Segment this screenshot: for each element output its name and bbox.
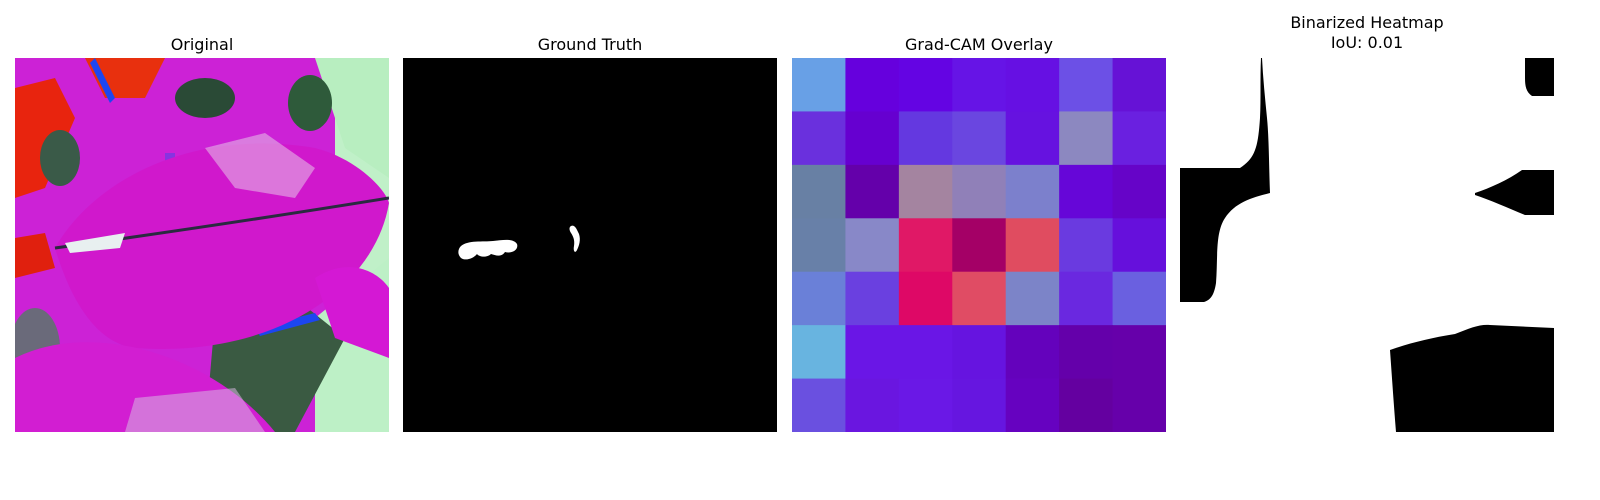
gradcam-cell: [1112, 271, 1166, 326]
gradcam-cell: [1059, 271, 1114, 326]
gradcam-cell: [898, 58, 953, 112]
gradcam-cell: [1112, 164, 1166, 219]
gradcam-cell: [1059, 218, 1114, 273]
gradcam-cell: [952, 111, 1007, 166]
gradcam-cell: [792, 271, 846, 326]
panel-title-original: Original: [170, 35, 234, 54]
gradcam-cell: [898, 325, 953, 380]
iou-score-label: IoU: 0.01: [1330, 33, 1404, 52]
gradcam-cell: [1112, 58, 1166, 112]
gradcam-cell: [898, 218, 953, 273]
panel-title-gradcam-overlay: Grad-CAM Overlay: [905, 35, 1053, 54]
gradcam-cell: [1059, 325, 1114, 380]
gradcam-cell: [952, 164, 1007, 219]
gradcam-cell: [792, 218, 846, 273]
gradcam-cell: [1005, 164, 1060, 219]
ground-truth-mask: [403, 58, 777, 432]
gradcam-cell: [1059, 111, 1114, 166]
gradcam-cell: [1059, 164, 1114, 219]
panel-title-ground-truth: Ground Truth: [537, 35, 643, 54]
gradcam-cell: [1112, 378, 1166, 432]
gradcam-cell: [1112, 218, 1166, 273]
gradcam-cell: [1112, 111, 1166, 166]
gradcam-cell: [845, 218, 900, 273]
gradcam-cell: [1005, 58, 1060, 112]
binarized-heatmap: [1180, 58, 1554, 432]
gradcam-cell: [898, 378, 953, 432]
gradcam-cell: [1005, 111, 1060, 166]
gradcam-cell: [792, 111, 846, 166]
gradcam-cell: [845, 58, 900, 112]
gradcam-cell: [845, 111, 900, 166]
gradcam-cell: [898, 111, 953, 166]
gradcam-cell: [898, 164, 953, 219]
panel-title-binarized-heatmap: Binarized Heatmap IoU: 0.01: [1180, 13, 1554, 53]
gradcam-cell: [1005, 218, 1060, 273]
gradcam-cell: [792, 58, 846, 112]
gradcam-cell: [845, 164, 900, 219]
gradcam-cell: [1005, 378, 1060, 432]
gradcam-cell: [1059, 58, 1114, 112]
gradcam-cell: [952, 58, 1007, 112]
gradcam-cell: [845, 325, 900, 380]
gradcam-cell: [952, 325, 1007, 380]
original-image: [15, 58, 389, 432]
gradcam-cell: [792, 164, 846, 219]
gradcam-cell: [792, 378, 846, 432]
gradcam-cell: [1059, 378, 1114, 432]
gradcam-overlay-grid: [792, 58, 1166, 432]
binarized-heatmap-title: Binarized Heatmap: [1290, 13, 1444, 32]
gradcam-cell: [845, 378, 900, 432]
gradcam-cell: [952, 271, 1007, 326]
gradcam-cell: [952, 218, 1007, 273]
gradcam-cell: [845, 271, 900, 326]
gradcam-cell: [1005, 325, 1060, 380]
gradcam-cell: [792, 325, 846, 380]
gradcam-cell: [898, 271, 953, 326]
gradcam-cell: [1112, 325, 1166, 380]
gradcam-cell: [952, 378, 1007, 432]
gradcam-cell: [1005, 271, 1060, 326]
